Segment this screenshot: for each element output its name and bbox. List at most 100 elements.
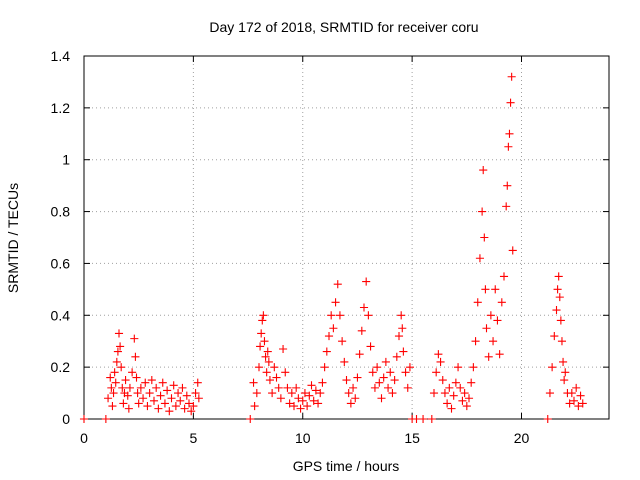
- data-point: [427, 414, 436, 424]
- data-point: [438, 376, 447, 385]
- data-point: [508, 246, 517, 255]
- data-point: [263, 347, 272, 356]
- data-point: [311, 386, 320, 395]
- data-point: [357, 326, 366, 335]
- data-point: [141, 378, 150, 387]
- data-point: [154, 404, 163, 413]
- x-tick-label: 10: [295, 430, 311, 446]
- data-point: [107, 383, 116, 392]
- data-point: [560, 376, 569, 385]
- data-point: [152, 383, 161, 392]
- data-point: [108, 401, 117, 411]
- data-point: [475, 254, 484, 263]
- data-point: [550, 331, 559, 341]
- data-point: [110, 368, 119, 377]
- data-point: [366, 342, 375, 351]
- data-point: [331, 298, 340, 307]
- y-tick-label: 1: [62, 152, 70, 168]
- data-point: [344, 389, 353, 398]
- data-point: [258, 316, 267, 325]
- data-point: [104, 394, 113, 403]
- data-point: [318, 378, 327, 387]
- data-point: [412, 414, 421, 424]
- data-point: [274, 383, 283, 392]
- data-point: [118, 383, 127, 392]
- data-point: [384, 383, 393, 392]
- data-point: [572, 383, 581, 392]
- data-point: [399, 347, 408, 356]
- data-point: [329, 324, 338, 333]
- data-point: [249, 378, 258, 387]
- data-point: [364, 311, 373, 320]
- data-point: [259, 311, 268, 320]
- data-point: [486, 311, 495, 320]
- data-point: [139, 394, 148, 403]
- data-point: [298, 396, 307, 405]
- data-point: [504, 142, 513, 151]
- data-point: [79, 414, 89, 424]
- x-tick-labels: 0 5 10 15 20: [80, 430, 529, 446]
- data-point: [158, 378, 167, 387]
- data-point: [401, 368, 410, 377]
- axis-ticks: [83, 55, 609, 420]
- data-point: [163, 386, 172, 395]
- data-point: [281, 368, 290, 377]
- data-point: [287, 389, 296, 398]
- data-point: [289, 401, 299, 411]
- data-point: [436, 357, 445, 367]
- y-tick-label: 0: [62, 411, 70, 427]
- data-point: [333, 280, 342, 289]
- data-point: [117, 363, 126, 372]
- data-point: [125, 383, 134, 392]
- data-point: [114, 329, 124, 338]
- data-point: [553, 285, 562, 294]
- data-point: [189, 401, 198, 411]
- y-tick-label: 0.8: [51, 204, 71, 220]
- data-point: [482, 324, 491, 333]
- data-point: [257, 329, 266, 338]
- data-point: [398, 324, 407, 333]
- data-point: [502, 202, 511, 211]
- data-point: [300, 389, 309, 398]
- y-tick-label: 1.4: [51, 48, 71, 64]
- data-point: [130, 334, 139, 343]
- data-point: [194, 394, 203, 403]
- data-point: [250, 401, 259, 411]
- data-point: [478, 207, 487, 216]
- data-point: [171, 401, 180, 411]
- data-point: [143, 401, 152, 411]
- data-point: [495, 350, 504, 359]
- data-point: [557, 337, 567, 346]
- data-point: [165, 407, 174, 416]
- data-point: [169, 381, 178, 390]
- x-tick-label: 0: [80, 430, 88, 446]
- y-tick-label: 0.4: [51, 307, 71, 323]
- data-point: [491, 285, 500, 294]
- data-point: [246, 414, 255, 424]
- data-point: [449, 391, 458, 400]
- data-point: [268, 389, 277, 398]
- data-point: [193, 378, 202, 387]
- data-point: [314, 399, 323, 408]
- data-point: [124, 404, 133, 413]
- y-tick-label: 0.2: [51, 359, 71, 375]
- data-point: [507, 72, 516, 81]
- data-point: [559, 357, 568, 367]
- data-point: [499, 272, 509, 281]
- data-point: [377, 394, 386, 403]
- x-axis-label: GPS time / hours: [293, 458, 400, 474]
- data-point: [128, 368, 137, 377]
- data-point: [101, 414, 110, 424]
- data-point: [480, 233, 489, 242]
- data-point: [471, 337, 480, 346]
- data-point: [403, 383, 412, 392]
- data-point: [445, 383, 454, 392]
- data-point: [359, 303, 369, 312]
- data-point: [351, 394, 360, 403]
- data-point: [375, 378, 384, 387]
- data-point: [109, 389, 118, 398]
- data-point: [254, 363, 264, 372]
- data-point: [429, 389, 439, 398]
- grid: [84, 56, 609, 419]
- data-point: [503, 181, 512, 190]
